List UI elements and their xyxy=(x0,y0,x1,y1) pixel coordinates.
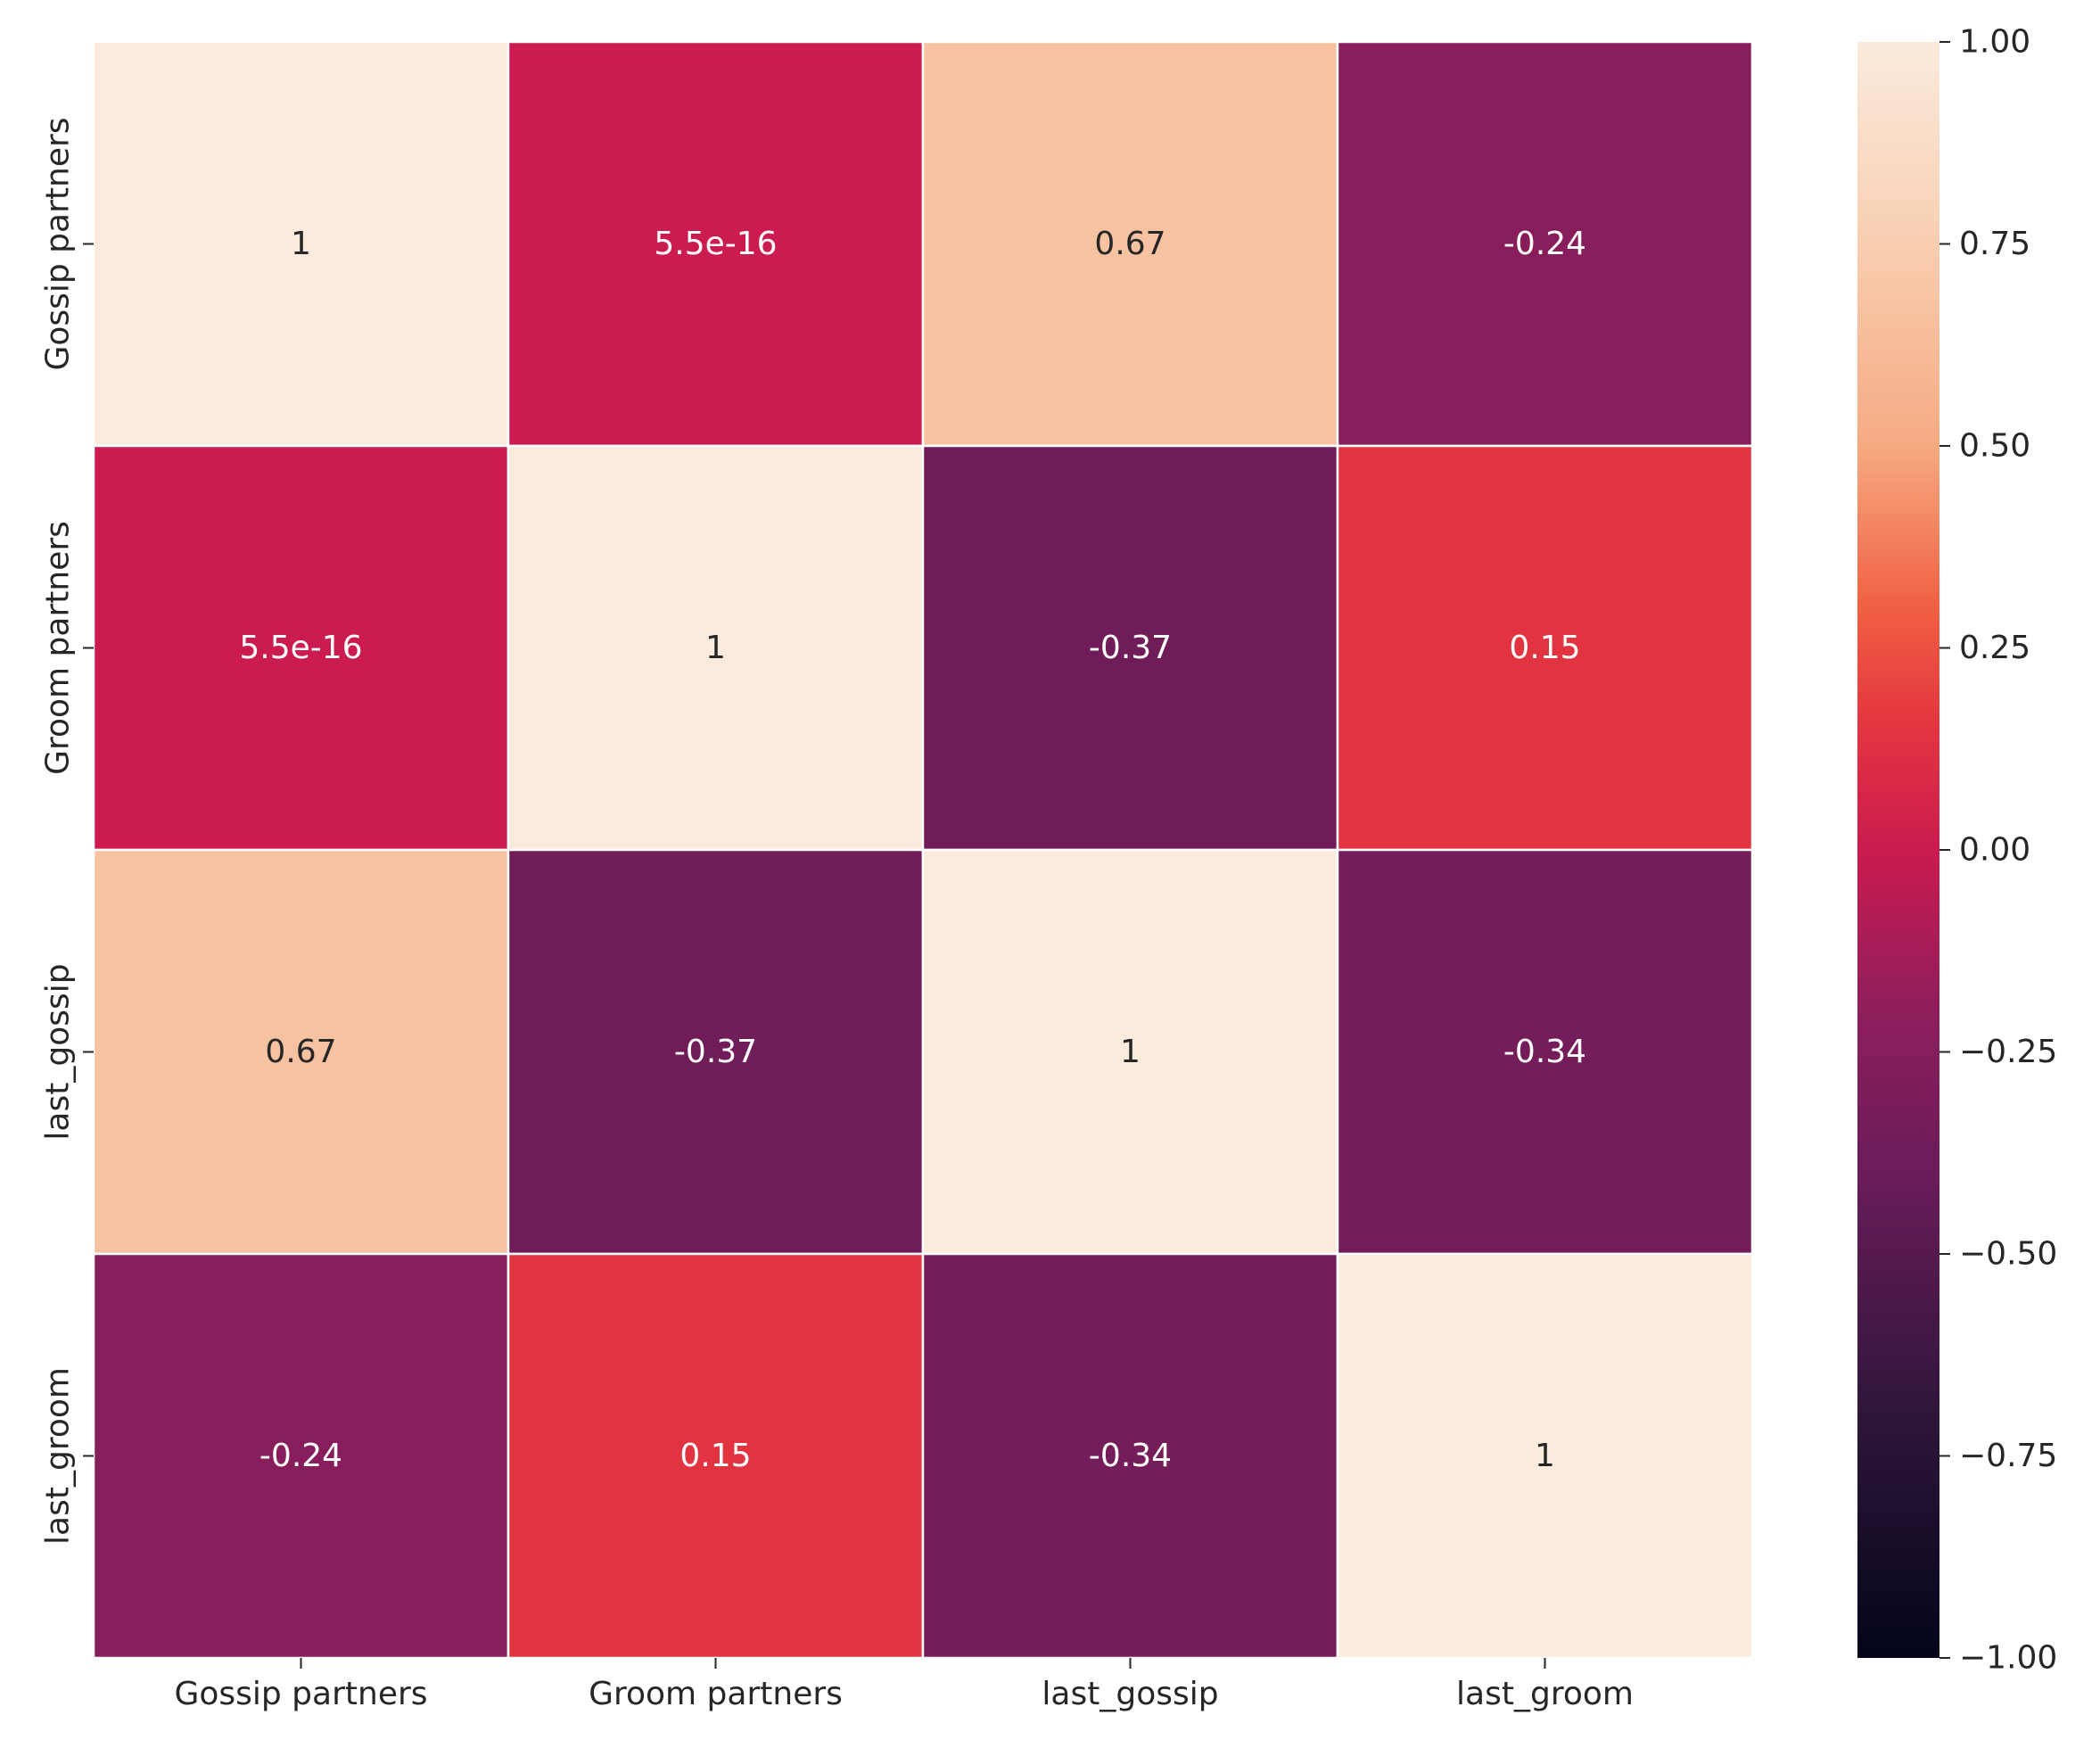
y-axis: Gossip partners Groom partners last_gossip… xyxy=(40,117,94,1545)
x-tick-label-1: Groom partners xyxy=(589,1676,843,1712)
y-tick-label-0: Gossip partners xyxy=(40,117,77,370)
cell-annotation-0-2: 0.67 xyxy=(1094,226,1165,262)
cell-annotation-1-1: 1 xyxy=(705,630,726,666)
cell-annotation-2-3: -0.34 xyxy=(1503,1034,1586,1070)
heatmap-cell-3-2 xyxy=(921,1252,1339,1660)
colorbar-tick-label-3: 0.25 xyxy=(1959,630,2030,666)
x-tick-label-2: last_gossip xyxy=(1042,1676,1218,1712)
colorbar-tick-label-8: −1.00 xyxy=(1959,1640,2057,1677)
cell-annotation-0-1: 5.5e-16 xyxy=(654,226,777,262)
cell-annotation-3-0: -0.24 xyxy=(259,1438,342,1474)
cell-annotation-1-3: 0.15 xyxy=(1509,630,1580,666)
cell-annotation-0-0: 1 xyxy=(291,226,311,262)
colorbar: 1.00 0.75 0.50 0.25 0.00 −0.25 −0.50 −0.75 −1.00 xyxy=(1857,24,2057,1677)
heatmap-cell-0-2 xyxy=(921,40,1339,448)
x-tick-label-3: last_groom xyxy=(1456,1676,1634,1712)
colorbar-tick-label-4: 0.00 xyxy=(1959,832,2030,869)
cell-annotation-2-0: 0.67 xyxy=(265,1034,336,1070)
heatmap-cell-1-0 xyxy=(92,444,510,852)
colorbar-tick-label-5: −0.25 xyxy=(1959,1034,2057,1070)
heatmap-cell-1-1 xyxy=(506,444,925,852)
cell-annotation-2-2: 1 xyxy=(1120,1034,1141,1070)
x-axis: Gossip partners Groom partners last_gossip… xyxy=(174,1658,1634,1712)
heatmap-cell-0-0 xyxy=(92,40,510,448)
colorbar-tick-label-1: 0.75 xyxy=(1959,226,2030,262)
colorbar-tick-label-2: 0.50 xyxy=(1959,428,2030,465)
cell-annotations: 1 5.5e-16 0.67 -0.24 5.5e-16 1 -0.37 0.15 0.67 -0… xyxy=(239,226,1586,1474)
cell-annotation-3-3: 1 xyxy=(1535,1438,1555,1474)
cell-annotation-3-2: -0.34 xyxy=(1089,1438,1172,1474)
colorbar-tick-label-0: 1.00 xyxy=(1959,24,2030,61)
y-tick-label-2: last_gossip xyxy=(40,963,77,1140)
heatmap-cell-3-1 xyxy=(506,1252,925,1660)
heatmap-cell-2-1 xyxy=(506,848,925,1256)
y-tick-label-1: Groom partners xyxy=(40,521,77,775)
cell-annotation-1-2: -0.37 xyxy=(1089,630,1172,666)
heatmap-cell-0-1 xyxy=(506,40,925,448)
x-tick-label-0: Gossip partners xyxy=(174,1676,427,1712)
y-tick-label-3: last_groom xyxy=(40,1367,77,1545)
colorbar-tick-label-7: −0.75 xyxy=(1959,1438,2057,1474)
cell-annotation-3-1: 0.15 xyxy=(679,1438,751,1474)
heatmap-cells xyxy=(92,40,1754,1660)
heatmap-cell-1-2 xyxy=(921,444,1339,852)
heatmap-cell-3-0 xyxy=(92,1252,510,1660)
cell-annotation-0-3: -0.24 xyxy=(1503,226,1586,262)
colorbar-tick-label-6: −0.50 xyxy=(1959,1236,2057,1273)
heatmap-cell-3-3 xyxy=(1336,1252,1754,1660)
heatmap-cell-2-3 xyxy=(1336,848,1754,1256)
cell-annotation-2-1: -0.37 xyxy=(674,1034,757,1070)
heatmap-cell-1-3 xyxy=(1336,444,1754,852)
heatmap-cell-0-3 xyxy=(1336,40,1754,448)
cell-annotation-1-0: 5.5e-16 xyxy=(239,630,362,666)
colorbar-gradient xyxy=(1857,42,1939,1658)
